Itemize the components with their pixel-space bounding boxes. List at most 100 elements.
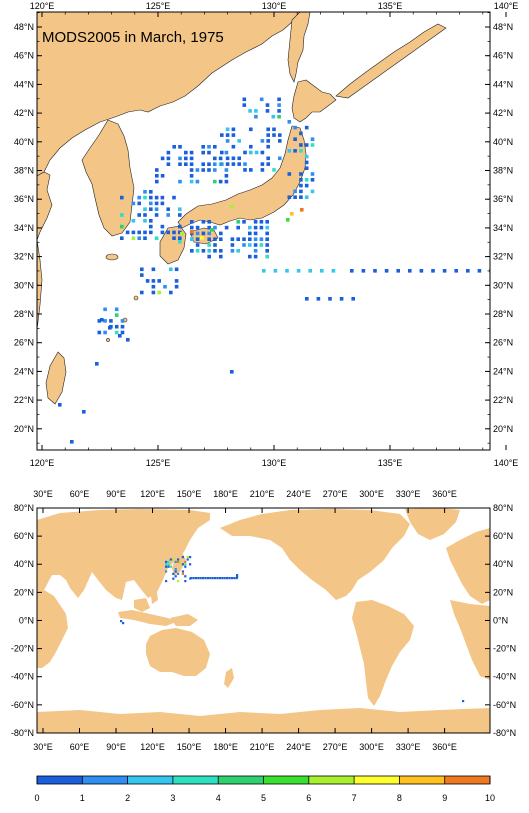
colorbar-label: 10: [485, 793, 495, 803]
data-cell: [131, 236, 136, 240]
lat-tick-label: 0°N: [493, 615, 508, 625]
data-cell: [218, 577, 221, 580]
lat-tick-label: 60°N: [493, 531, 513, 541]
data-cell: [140, 267, 144, 272]
data-cell: [299, 149, 303, 153]
data-cell: [225, 156, 230, 161]
data-cell: [207, 150, 211, 155]
data-cell: [166, 207, 170, 211]
data-cell: [304, 183, 309, 188]
data-cell: [172, 236, 176, 240]
kyushu: [159, 225, 187, 265]
lat-tick-label: 30°N: [493, 280, 513, 290]
data-cell: [131, 219, 136, 223]
data-cell: [242, 243, 246, 247]
data-cell: [200, 236, 204, 240]
data-cell: [118, 334, 122, 338]
data-cell: [190, 249, 194, 253]
data-cell: [180, 232, 184, 236]
data-cell: [220, 162, 224, 166]
australia: [146, 628, 210, 676]
lon-tick-label: 150°E: [177, 742, 202, 752]
data-cell: [296, 269, 301, 273]
data-cell: [260, 162, 265, 166]
data-cell: [331, 269, 336, 273]
data-cell: [207, 145, 211, 149]
data-cell: [299, 189, 303, 194]
data-cell: [177, 572, 180, 575]
data-cell: [166, 156, 171, 161]
data-cell: [236, 576, 239, 579]
data-cell: [149, 219, 153, 223]
data-cell: [114, 324, 119, 329]
lon-tick-label: 90°E: [106, 489, 126, 499]
data-cell: [145, 279, 150, 283]
lat-tick-label: -60°N: [11, 700, 34, 710]
colorbar-label: 1: [80, 793, 85, 803]
data-cell: [97, 330, 102, 335]
lon-tick-label: 30°E: [33, 489, 53, 499]
data-cell: [320, 269, 324, 273]
data-cell: [181, 563, 184, 566]
lat-tick-label: 60°N: [14, 531, 34, 541]
hokkaido: [291, 79, 337, 123]
lon-tick-label: 360°E: [432, 489, 457, 499]
ryukyu-islet: [106, 338, 110, 342]
data-cell: [304, 166, 309, 170]
regional-map-frame: [36, 11, 491, 451]
data-cell: [477, 269, 482, 273]
data-cell: [207, 162, 211, 166]
data-cell: [151, 267, 156, 272]
lat-tick-label: 24°N: [493, 366, 513, 376]
data-cell: [236, 220, 240, 224]
lon-tick-label: 120°E: [140, 742, 165, 752]
data-cell: [265, 237, 269, 241]
indonesia: [118, 610, 176, 626]
borneo: [134, 598, 150, 612]
data-cell: [237, 162, 241, 166]
lon-tick-label: 130°E: [262, 1, 287, 11]
data-cell: [207, 243, 211, 247]
data-cell: [396, 269, 400, 273]
data-cell: [286, 218, 290, 222]
lat-tick-label: 0°N: [19, 615, 34, 625]
data-cell: [218, 156, 223, 161]
data-cell: [224, 174, 229, 178]
colorbar-label: 5: [261, 793, 266, 803]
data-cell: [184, 575, 187, 578]
data-cell: [293, 125, 297, 130]
lat-tick-label: 26°N: [14, 338, 34, 348]
colorbar: 0 1 2 3 4 5 6 7 8 9 10: [34, 775, 495, 803]
data-cell: [181, 572, 184, 575]
data-cell: [265, 109, 270, 113]
data-cell: [213, 168, 217, 172]
lat-tick-label: -20°N: [11, 644, 34, 654]
data-cell: [137, 195, 141, 200]
data-cell: [143, 207, 147, 211]
global-lat-left-labels: 80°N 60°N 40°N 20°N 0°N -20°N -40°N -60°N -80°N: [11, 503, 42, 738]
data-cell: [154, 207, 159, 211]
data-cell: [189, 168, 194, 172]
colorbar-label: 3: [170, 793, 175, 803]
data-cell: [190, 230, 194, 234]
lat-tick-label: -20°N: [493, 644, 516, 654]
lat-tick-label: 40°N: [493, 559, 513, 569]
data-cell: [120, 236, 124, 240]
data-cell: [277, 109, 281, 113]
data-cell: [230, 370, 234, 374]
data-cell: [265, 243, 269, 247]
data-cell: [266, 139, 270, 143]
data-cell: [207, 237, 211, 241]
lat-tick-label: 20°N: [493, 587, 513, 597]
data-cell: [265, 249, 269, 253]
data-cell: [197, 577, 200, 580]
data-cell: [293, 137, 297, 141]
data-cell: [242, 220, 246, 224]
data-cell: [167, 565, 170, 568]
data-cell: [201, 162, 205, 166]
data-cell: [213, 162, 217, 166]
data-cell: [219, 254, 223, 259]
data-cell: [237, 156, 241, 161]
data-cell: [431, 269, 435, 273]
data-cell: [172, 195, 176, 200]
